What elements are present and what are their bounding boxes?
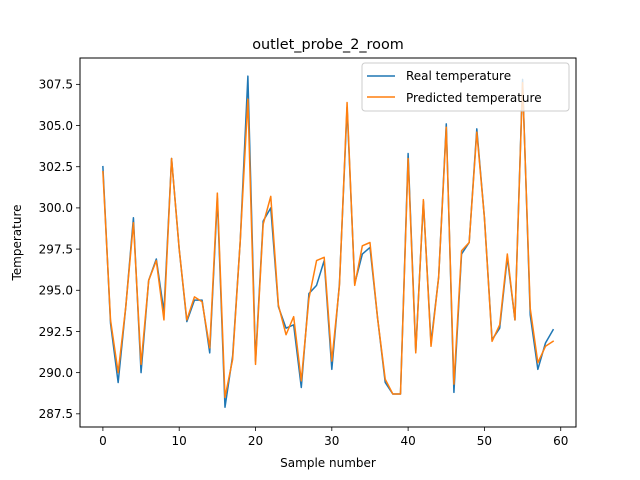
- y-axis-label: Temperature: [10, 204, 24, 281]
- x-tick-label: 50: [477, 434, 492, 448]
- x-axis-label: Sample number: [280, 456, 376, 470]
- y-tick-label: 292.5: [39, 325, 73, 339]
- y-tick-label: 295.0: [39, 284, 73, 298]
- y-tick-label: 287.5: [39, 407, 73, 421]
- y-tick-label: 300.0: [39, 201, 73, 215]
- y-tick-label: 297.5: [39, 242, 73, 256]
- y-tick-label: 302.5: [39, 160, 73, 174]
- x-tick-label: 20: [248, 434, 263, 448]
- y-tick-label: 290.0: [39, 366, 73, 380]
- plot-frame: [79, 57, 577, 428]
- x-tick-label: 0: [99, 434, 107, 448]
- legend-label-predicted: Predicted temperature: [406, 91, 542, 105]
- series-lines: [102, 75, 555, 408]
- legend: Real temperature Predicted temperature: [361, 62, 570, 112]
- y-tick-label: 305.0: [39, 119, 73, 133]
- legend-box: [361, 62, 570, 112]
- axis-ticks: 0 10 20 30 40 50 60 287.5 290.0 292.5 295.0 297.5 30…: [39, 78, 569, 448]
- x-tick-label: 40: [400, 434, 415, 448]
- x-tick-label: 60: [553, 434, 568, 448]
- x-tick-label: 10: [172, 434, 187, 448]
- series-line-predicted-temperature: [102, 81, 555, 399]
- chart-title: outlet_probe_2_room: [252, 37, 404, 53]
- x-tick-label: 30: [324, 434, 339, 448]
- legend-label-real: Real temperature: [406, 69, 511, 83]
- y-tick-label: 307.5: [39, 78, 73, 92]
